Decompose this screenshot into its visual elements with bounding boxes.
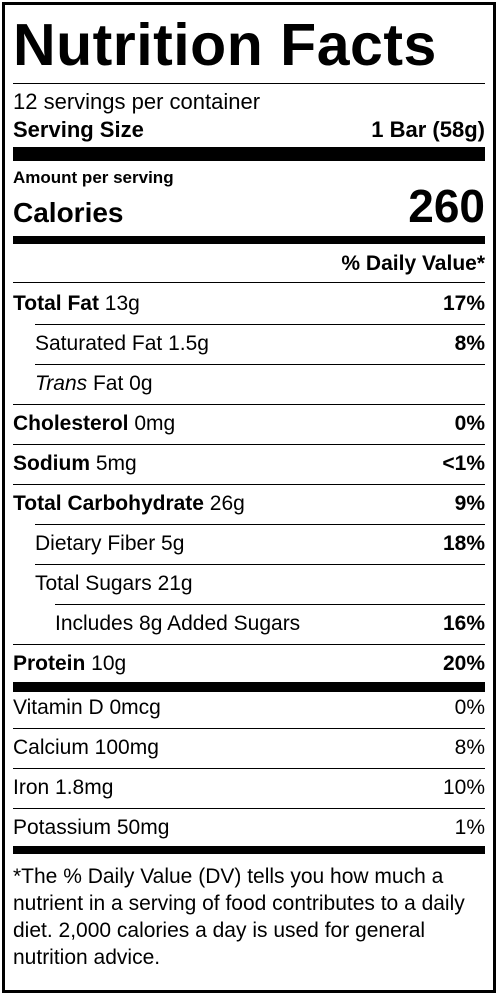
divider-thin: [35, 324, 485, 325]
vitamin-name: Vitamin D 0mcg: [13, 696, 161, 719]
nutrient-dv: 8%: [454, 332, 485, 355]
nutrient-row-total-sugars: Total Sugars 21g: [13, 564, 485, 604]
nutrient-amount: 1.5g: [162, 332, 209, 355]
nutrient-row-trans-fat: Trans Fat 0g: [13, 364, 485, 404]
vitamin-dv: 1%: [454, 816, 485, 839]
nutrient-name: Saturated Fat: [35, 332, 163, 355]
label-inner: Nutrition Facts 12 servings per containe…: [13, 5, 485, 990]
divider-medium: [13, 846, 485, 854]
nutrient-dv: 20%: [442, 652, 485, 675]
serving-size-row: Serving Size 1 Bar (58g): [13, 117, 485, 143]
nutrient-amount: 26g: [203, 492, 245, 515]
divider-thin: [13, 83, 485, 84]
divider-thin: [55, 604, 485, 605]
amount-per-serving: Amount per serving: [13, 168, 174, 187]
nutrient-amount: 5mg: [90, 452, 137, 475]
divider-thin: [35, 564, 485, 565]
vitamin-row-calcium: Calcium 100mg 8%: [13, 728, 485, 768]
vitamin-row-potassium: Potassium 50mg 1%: [13, 808, 485, 848]
divider-thin: [13, 808, 485, 809]
vitamin-dv: 0%: [454, 696, 485, 719]
vitamin-name: Calcium 100mg: [13, 736, 159, 759]
vitamin-dv: 10%: [442, 776, 485, 799]
daily-value-footnote: *The % Daily Value (DV) tells you how mu…: [13, 865, 465, 969]
vitamin-name: Potassium 50mg: [13, 816, 170, 839]
nutrient-dv: 16%: [442, 612, 485, 635]
nutrient-row-saturated-fat: Saturated Fat 1.5g 8%: [13, 324, 485, 364]
divider-thin: [13, 484, 485, 485]
nutrient-name: Dietary Fiber: [35, 532, 156, 555]
nutrient-name: Total Sugars: [35, 572, 152, 595]
divider-thick: [13, 682, 485, 692]
nutrient-row-sodium: Sodium 5mg <1%: [13, 444, 485, 484]
serving-size-value: 1 Bar (58g): [371, 117, 485, 142]
daily-value-header: % Daily Value*: [341, 252, 485, 275]
nutrient-amount: 21g: [151, 572, 193, 595]
nutrient-amount: Fat 0g: [87, 372, 153, 395]
nutrient-amount: 5g: [155, 532, 185, 555]
divider-thin: [13, 404, 485, 405]
calories-value: 260: [408, 180, 485, 232]
divider-medium: [13, 236, 485, 244]
nutrient-name: Total Carbohydrate: [13, 492, 204, 515]
nutrient-name: Cholesterol: [13, 412, 129, 435]
nutrient-name: Sodium: [13, 452, 90, 475]
nutrient-row-total-fat: Total Fat 13g 17%: [13, 284, 485, 324]
nutrient-dv: 17%: [442, 292, 485, 315]
divider-thick: [13, 147, 485, 161]
nutrient-row-added-sugars: Includes 8g Added Sugars 16%: [13, 604, 485, 644]
nutrient-row-protein: Protein 10g 20%: [13, 644, 485, 684]
divider-thin: [13, 644, 485, 645]
divider-thin: [35, 524, 485, 525]
label-title: Nutrition Facts: [13, 12, 437, 78]
nutrient-dv: 18%: [442, 532, 485, 555]
nutrient-dv: 0%: [454, 412, 485, 435]
calories-label: Calories: [13, 197, 124, 228]
nutrient-name: Trans: [35, 372, 88, 395]
nutrient-name: Includes 8g Added Sugars: [55, 612, 301, 635]
divider-thin: [13, 768, 485, 769]
nutrient-row-cholesterol: Cholesterol 0mg 0%: [13, 404, 485, 444]
nutrient-row-dietary-fiber: Dietary Fiber 5g 18%: [13, 524, 485, 564]
vitamin-row-iron: Iron 1.8mg 10%: [13, 768, 485, 808]
nutrient-amount: 10g: [85, 652, 127, 675]
serving-size-label: Serving Size: [13, 117, 144, 142]
servings-per-container: 12 servings per container: [13, 89, 261, 114]
divider-thin: [13, 282, 485, 283]
nutrient-name: Total Fat: [13, 292, 99, 315]
divider-thin: [35, 364, 485, 365]
nutrient-dv: 9%: [454, 492, 485, 515]
vitamin-name: Iron 1.8mg: [13, 776, 114, 799]
nutrient-amount: 0mg: [128, 412, 176, 435]
nutrient-name: Protein: [13, 652, 86, 675]
nutrient-dv: <1%: [442, 452, 485, 475]
divider-thin: [13, 728, 485, 729]
nutrient-amount: 13g: [98, 292, 140, 315]
divider-thin: [13, 444, 485, 445]
vitamin-dv: 8%: [454, 736, 485, 759]
nutrient-row-total-carbohydrate: Total Carbohydrate 26g 9%: [13, 484, 485, 524]
vitamin-row-vitamin-d: Vitamin D 0mcg 0%: [13, 688, 485, 728]
